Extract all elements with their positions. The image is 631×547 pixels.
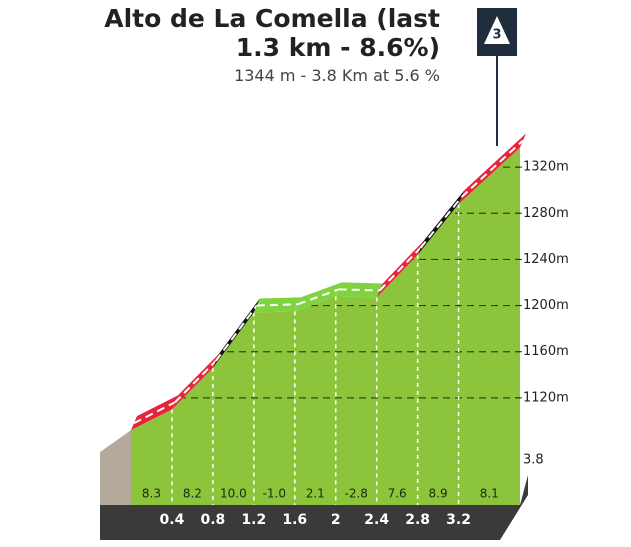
gradient-label: 10.0 [220,487,247,501]
y-tick-label: 1200m [523,298,569,313]
x-tick-label: 1.2 [241,512,266,528]
chart-subtitle: 1344 m - 3.8 Km at 5.6 % [234,66,440,85]
y-tick-label: 1160m [523,344,569,359]
gradient-label: 8.1 [480,487,499,501]
x-tick-label: 1.6 [282,512,307,528]
gradient-label: 2.1 [306,487,325,501]
centerline [419,196,463,249]
x-tick-label: 0.4 [160,512,185,528]
x-tick-label: 0.8 [200,512,225,528]
gradient-label: -2.8 [344,487,367,501]
y-tick-label: 1320m [523,160,569,175]
centerline [460,139,524,198]
centerline [133,401,176,425]
x-end-label: 3.8 [523,453,544,468]
y-tick-label: 1280m [523,206,569,221]
badge-triangle [484,16,510,44]
gradient-segment [294,282,342,312]
x-tick-label: 2.8 [405,512,430,528]
y-tick-label: 1240m [523,252,569,267]
badge-label: 3 [492,28,501,43]
gradient-segment [131,395,178,431]
centerline [297,288,340,306]
y-tick-label: 1120m [523,390,569,405]
gradient-label: -1.0 [263,487,286,501]
centerline [338,288,380,292]
gradient-label: 7.6 [388,487,407,501]
x-tick-label: 2.4 [364,512,389,528]
profile-face [131,147,520,505]
centerline [378,247,422,292]
chart-title: Alto de La Comella (last 1.3 km - 8.6%) [104,4,440,62]
centerline [256,303,298,307]
gradient-label: 8.9 [429,487,448,501]
base-slab [100,475,528,540]
centerline [174,360,217,404]
x-tick-label: 3.2 [446,512,471,528]
centerline [215,304,258,362]
gradient-label: 8.2 [183,487,202,501]
gradient-label: 8.3 [142,487,161,501]
x-tick-label: 2 [331,512,341,528]
